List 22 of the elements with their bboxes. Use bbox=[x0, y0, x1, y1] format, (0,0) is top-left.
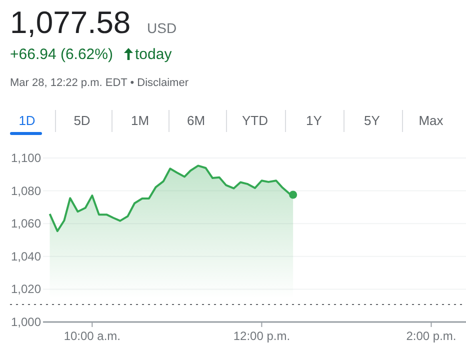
text: +66.94 (6.62%) bbox=[10, 46, 113, 63]
text: 5Y bbox=[364, 113, 380, 128]
y-tick-label: 1,000 bbox=[10, 315, 42, 329]
text: 5D bbox=[74, 113, 90, 128]
text: Mar 28, 12:22 p.m. EDT • Disclaimer bbox=[10, 77, 189, 89]
text: Max bbox=[418, 113, 444, 128]
y-tick-label: 1,020 bbox=[10, 282, 42, 296]
x-tick-label: 2:00 p.m. bbox=[406, 329, 456, 343]
x-tick-label: 10:00 a.m. bbox=[64, 329, 121, 343]
text: YTD bbox=[242, 113, 268, 128]
y-tick-label: 1,060 bbox=[10, 216, 42, 231]
text: 1Y bbox=[306, 113, 322, 128]
text: USD bbox=[147, 20, 177, 36]
text: 6M bbox=[186, 113, 206, 128]
text: 1D bbox=[18, 113, 36, 128]
text: 1M bbox=[130, 113, 150, 128]
chart-title: 1,077.58 bbox=[10, 5, 131, 40]
x-tick-label: 12:00 p.m. bbox=[233, 329, 290, 343]
y-tick-label: 1,100 bbox=[10, 151, 42, 165]
y-tick-label: 1,040 bbox=[10, 249, 42, 264]
text: today bbox=[135, 46, 172, 63]
y-tick-label: 1,080 bbox=[10, 184, 42, 198]
